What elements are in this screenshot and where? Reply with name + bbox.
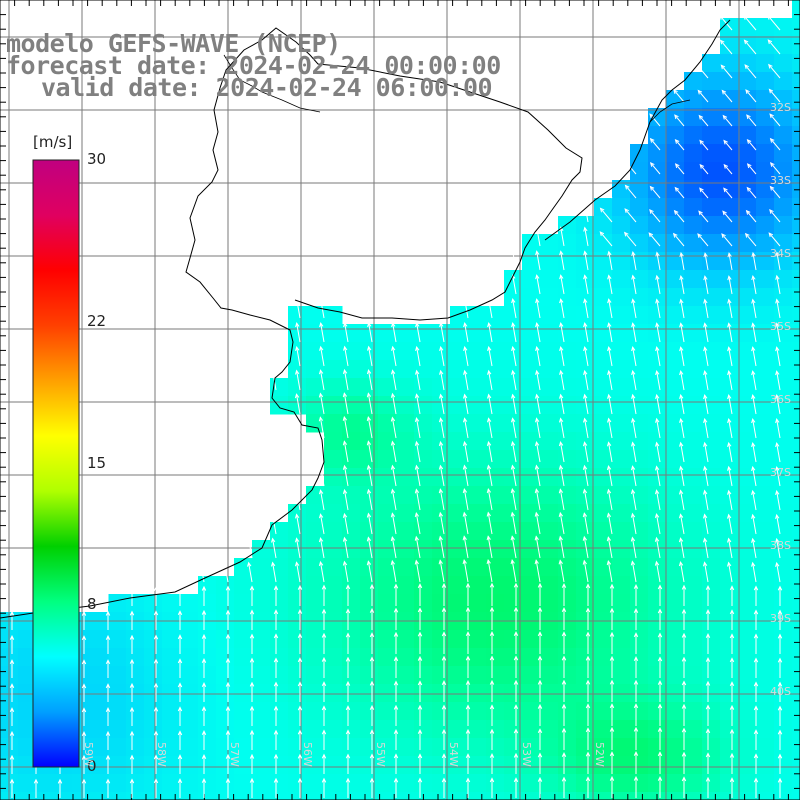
colorbar-tick-label: 8 (87, 595, 97, 614)
longitude-label: 52W (593, 742, 606, 767)
colorbar-tick-label: 0 (87, 757, 97, 775)
latitude-label: 32S (770, 101, 791, 114)
longitude-label: 55W (374, 742, 387, 767)
latitude-label: 34S (770, 247, 791, 260)
latitude-label: 39S (770, 612, 791, 625)
valid-date: valid date: 2024-02-24 06:00:00 (41, 73, 493, 102)
wind-direction-arrows (9, 14, 783, 798)
longitude-label: 54W (447, 742, 460, 767)
country-border (223, 54, 691, 123)
longitude-label: 53W (520, 742, 533, 767)
latitude-label: 38S (770, 539, 791, 552)
latitude-label: 35S (770, 320, 791, 333)
latitude-label: 37S (770, 466, 791, 479)
longitude-label: 58W (155, 742, 168, 767)
colorbar-unit: [m/s] (33, 133, 73, 151)
latitude-label: 40S (770, 685, 791, 698)
latitude-label: 36S (770, 393, 791, 406)
latitude-label: 33S (770, 174, 791, 187)
longitude-label: 57W (228, 742, 241, 767)
model-title: modelo GEFS-WAVE (NCEP) (6, 29, 341, 58)
longitude-label: 56W (301, 742, 314, 767)
colorbar-tick-label: 22 (87, 311, 107, 330)
colorbar-tick-label: 30 (87, 150, 107, 168)
forecast-date: forecast date: 2024-02-24 00:00:00 (6, 51, 501, 80)
colorbar-tick-label: 15 (87, 453, 107, 472)
longitude-label: 59W (82, 742, 95, 767)
coastline (0, 19, 731, 619)
